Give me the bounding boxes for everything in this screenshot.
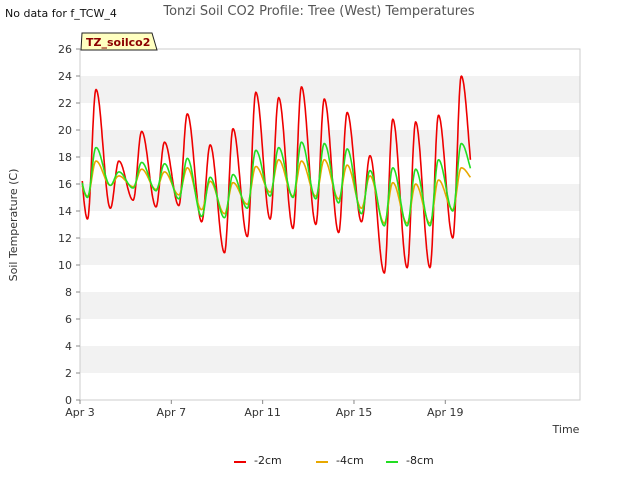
x-axis-ticks: Apr 3 Apr 7 Apr 11 Apr 15 Apr 19 — [65, 400, 464, 419]
band — [80, 346, 580, 373]
y-tick-label: 4 — [65, 340, 72, 353]
band — [80, 238, 580, 265]
y-tick-label: 10 — [58, 259, 72, 272]
band — [80, 76, 580, 103]
y-tick-label: 12 — [58, 232, 72, 245]
legend-label: -4cm — [336, 454, 364, 467]
site-label-box: TZ_soilco2 — [80, 32, 158, 51]
y-tick-label: 18 — [58, 151, 72, 164]
y-tick-label: 22 — [58, 97, 72, 110]
band — [80, 292, 580, 319]
series-line-1 — [81, 158, 472, 224]
legend-label: -2cm — [254, 454, 282, 467]
band — [80, 373, 580, 400]
chart-title: Tonzi Soil CO2 Profile: Tree (West) Temp… — [162, 4, 475, 19]
legend-label: -8cm — [406, 454, 434, 467]
y-tick-label: 0 — [65, 394, 72, 407]
y-tick-label: 6 — [65, 313, 72, 326]
series-line-2 — [81, 141, 472, 227]
x-tick-label: Apr 15 — [336, 406, 373, 419]
plot-bands — [79, 48, 581, 401]
band — [80, 103, 580, 130]
band — [80, 211, 580, 238]
band — [80, 319, 580, 346]
no-data-note: No data for f_TCW_4 — [5, 7, 117, 20]
y-tick-label: 16 — [58, 178, 72, 191]
site-label: TZ_soilco2 — [86, 36, 150, 49]
y-tick-label: 20 — [58, 124, 72, 137]
x-tick-label: Apr 19 — [427, 406, 464, 419]
y-tick-label: 8 — [65, 286, 72, 299]
y-axis-label: Soil Temperature (C) — [7, 169, 20, 282]
x-tick-label: Apr 7 — [157, 406, 187, 419]
y-tick-label: 24 — [58, 70, 72, 83]
plot-frame — [79, 48, 581, 401]
legend: -2cm -4cm -8cm — [234, 454, 434, 467]
x-axis-label: Time — [552, 423, 580, 436]
y-tick-label: 2 — [65, 367, 72, 380]
y-tick-label: 26 — [58, 43, 72, 56]
series-lines — [81, 75, 472, 274]
x-tick-label: Apr 11 — [244, 406, 281, 419]
band — [80, 49, 580, 76]
band — [80, 184, 580, 211]
series-line-0 — [81, 75, 472, 274]
x-tick-label: Apr 3 — [65, 406, 95, 419]
band — [80, 265, 580, 292]
y-tick-label: 14 — [58, 205, 72, 218]
